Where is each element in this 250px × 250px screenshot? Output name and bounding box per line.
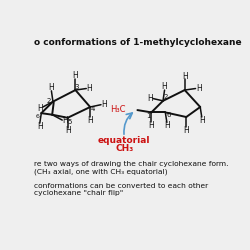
Text: conformations can be converted to each other: conformations can be converted to each o… — [34, 183, 208, 189]
Text: H: H — [72, 71, 78, 80]
Text: H: H — [164, 121, 170, 130]
Text: 2: 2 — [163, 94, 168, 100]
Text: 6: 6 — [36, 114, 40, 119]
Text: H: H — [199, 116, 204, 124]
Text: re two ways of drawing the chair cyclohexane form.: re two ways of drawing the chair cyclohe… — [34, 161, 228, 167]
Text: H: H — [37, 104, 43, 113]
Text: H: H — [87, 116, 93, 124]
Text: H: H — [162, 82, 168, 92]
Text: H: H — [148, 121, 154, 130]
Text: 1: 1 — [146, 113, 150, 119]
Text: H: H — [147, 94, 153, 103]
Text: H: H — [62, 116, 68, 125]
Text: H: H — [101, 100, 107, 109]
Text: H: H — [65, 126, 70, 135]
Text: H: H — [182, 72, 188, 81]
Text: H: H — [48, 83, 54, 92]
Text: 5: 5 — [67, 120, 71, 126]
Text: 6: 6 — [167, 112, 172, 118]
Text: 3: 3 — [75, 84, 79, 90]
Text: H: H — [86, 84, 92, 93]
Text: o conformations of 1-methylcyclohexane: o conformations of 1-methylcyclohexane — [34, 38, 241, 47]
Text: 2: 2 — [47, 98, 51, 104]
Text: H: H — [196, 84, 202, 93]
Text: CH₃: CH₃ — [115, 144, 134, 153]
Text: equatorial: equatorial — [98, 136, 150, 144]
Text: H₃C: H₃C — [110, 105, 126, 114]
Text: 4: 4 — [91, 106, 96, 112]
Text: cyclohexane "chair flip": cyclohexane "chair flip" — [34, 190, 123, 196]
Text: H: H — [37, 122, 43, 131]
Text: (CH₃ axial, one with CH₃ equatorial): (CH₃ axial, one with CH₃ equatorial) — [34, 168, 167, 175]
Text: H: H — [184, 126, 189, 134]
